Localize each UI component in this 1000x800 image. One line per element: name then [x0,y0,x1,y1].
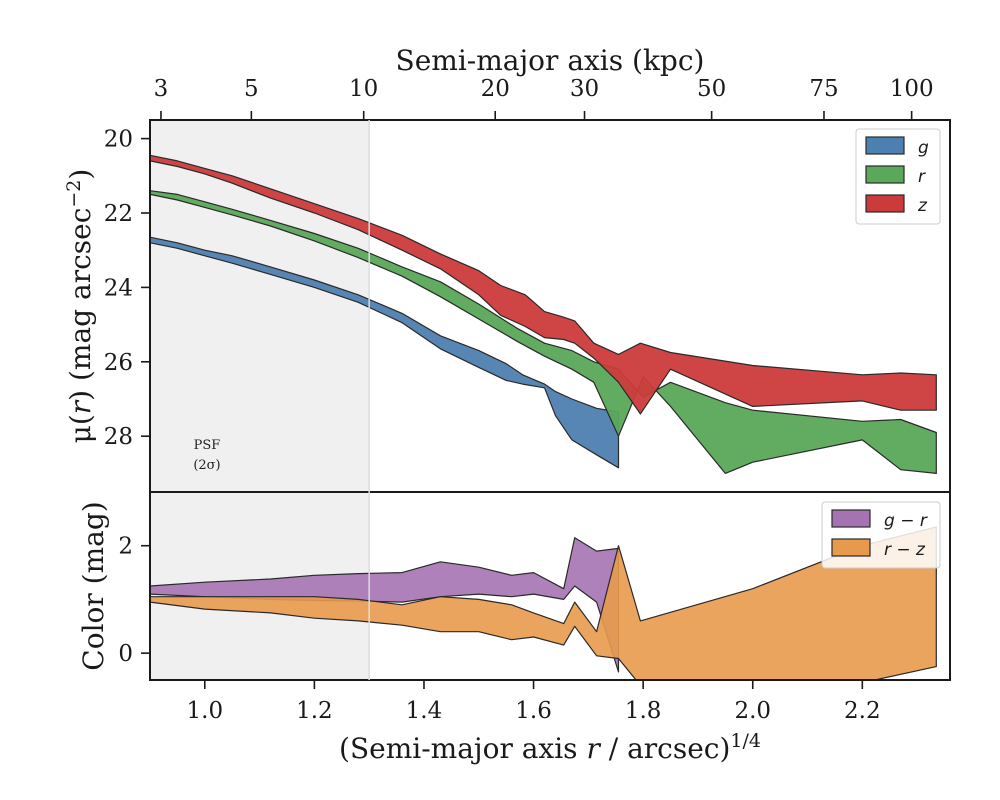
kpc-tick-label: 100 [890,76,934,102]
color-y-tick-label: 0 [118,641,133,667]
sb-y-tick-label: 24 [104,275,133,301]
legend-swatch-r [865,165,905,184]
legend-swatch-r-z [831,538,871,557]
sb-y-tick-label: 28 [104,424,133,450]
series-g-band [150,236,620,469]
sb-y-tick-label: 26 [104,350,133,376]
kpc-tick-label: 10 [349,76,378,102]
bottom-panel-frame [149,491,951,681]
x-tick-label: 2.0 [734,698,771,724]
x-tick-label: 2.2 [844,698,881,724]
legend-label-g: g [918,138,929,158]
psf-annotation-line1: PSF [194,438,221,453]
kpc-tick-label: 5 [244,76,259,102]
legend-swatch-g [865,136,905,155]
psf-shade-top [150,120,370,492]
x-tick-label: 1.0 [187,698,224,724]
kpc-tick-label: 75 [809,76,838,102]
sb-y-tick-label: 22 [104,201,133,227]
color-y-tick-label: 2 [118,534,133,560]
kpc-tick-label: 3 [154,76,169,102]
legend-label-r: r [918,167,926,187]
legend-label-z: z [917,196,928,216]
x-tick-label: 1.6 [515,698,552,724]
series-z-band [150,154,937,415]
bottom-panel-ylabel: Color (mag) [77,501,110,670]
x-tick-label: 1.2 [296,698,333,724]
legend-label-r-z: r − z [884,540,926,560]
axis-ticks: 1.0 1.2 1.4 1.6 1.8 2.0 2.23 5 10 20 30 50 75 1002022… [104,76,934,724]
top-panel-ylabel: μ(r) (mag arcsec−2) [63,169,97,444]
legend-swatch-g-r [831,509,871,528]
kpc-tick-label: 20 [481,76,510,102]
sb-y-tick-label: 20 [104,127,133,153]
series-r-band [150,190,937,474]
legend-swatch-z [865,194,905,213]
kpc-tick-label: 50 [697,76,726,102]
psf-annotation-line2: (2σ) [193,458,220,473]
legend-label-g-r: g − r [884,511,928,531]
kpc-tick-label: 30 [570,76,599,102]
x-axis-label: (Semi-major axis r / arcsec)1/4 [339,730,761,765]
x-tick-label: 1.4 [406,698,443,724]
series-r-z-band [150,526,937,680]
top-axis-label: Semi-major axis (kpc) [396,44,705,77]
x-tick-label: 1.8 [625,698,662,724]
surface-brightness-bands [150,154,937,474]
legends: grz g − r r − z [821,128,941,569]
color-bands [150,526,937,680]
